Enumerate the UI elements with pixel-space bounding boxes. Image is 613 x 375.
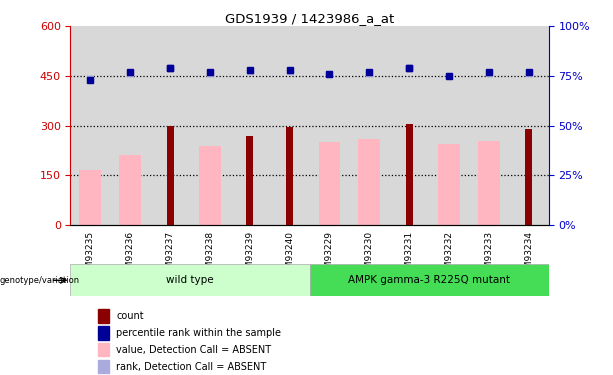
Bar [167,126,173,225]
Bar [70,26,110,225]
Text: count: count [116,311,144,321]
Bar [120,155,141,225]
Bar [98,309,109,322]
Bar [98,326,109,339]
Bar [469,26,509,225]
Text: value, Detection Call = ABSENT: value, Detection Call = ABSENT [116,345,272,355]
Text: rank, Detection Call = ABSENT: rank, Detection Call = ABSENT [116,362,267,372]
Bar [150,26,190,225]
Bar [246,136,253,225]
Bar [478,141,500,225]
Text: wild type: wild type [166,275,214,285]
Text: percentile rank within the sample: percentile rank within the sample [116,328,281,338]
Bar [270,26,310,225]
Text: AMPK gamma-3 R225Q mutant: AMPK gamma-3 R225Q mutant [348,275,510,285]
Text: genotype/variation: genotype/variation [0,276,80,285]
Bar [310,264,549,296]
Bar [429,26,469,225]
Bar [80,170,101,225]
Bar [509,26,549,225]
Bar [359,139,380,225]
Bar [98,343,109,356]
Bar [190,26,230,225]
Bar [310,26,349,225]
Bar [349,26,389,225]
Bar [406,124,413,225]
Bar [70,264,310,296]
Bar [438,144,460,225]
Bar [286,127,293,225]
Bar [110,26,150,225]
Bar [525,129,532,225]
Bar [389,26,429,225]
Bar [199,146,221,225]
Bar [230,26,270,225]
Bar [319,142,340,225]
Title: GDS1939 / 1423986_a_at: GDS1939 / 1423986_a_at [225,12,394,25]
Bar [98,360,109,373]
